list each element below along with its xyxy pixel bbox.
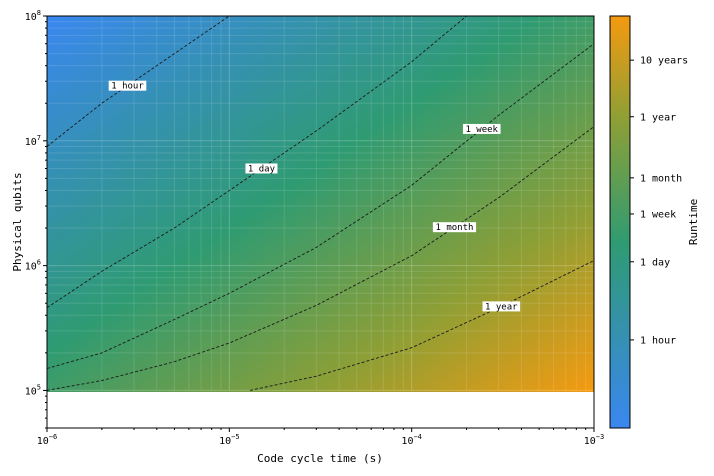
- contour-label-bg: [462, 123, 501, 134]
- contour-line: [250, 260, 594, 391]
- colorbar-tick-label: 10 years: [640, 56, 688, 67]
- contour-line: [47, 16, 230, 147]
- contour-line: [47, 16, 467, 309]
- contour-label-bg: [432, 222, 477, 233]
- y-tick-label: 107: [25, 134, 41, 148]
- x-tick-label: 10−4: [401, 433, 421, 447]
- contour-lines: [47, 16, 594, 391]
- contour-label: 1 month: [432, 222, 477, 233]
- y-tick-label: 108: [25, 9, 41, 23]
- x-tick-label: 10−3: [584, 433, 604, 447]
- x-axis-ticks: 10−6 10−5 10−4 10−3: [37, 428, 604, 447]
- colorbar-label: Runtime: [687, 199, 700, 245]
- contour-label: 1 day: [245, 163, 278, 174]
- contour-label-text: 1 year: [485, 302, 518, 312]
- y-tick-label: 106: [25, 259, 41, 273]
- contour-label-text: 1 day: [248, 164, 276, 174]
- grid-lines: [47, 16, 594, 391]
- heatmap-field: [47, 16, 594, 392]
- y-tick-label: 105: [25, 383, 41, 397]
- x-tick-label: 10−6: [37, 433, 57, 447]
- contour-label-bg: [108, 80, 147, 91]
- x-tick-label: 10−5: [219, 433, 239, 447]
- colorbar-ticks: 10 years 1 year 1 month 1 week 1 day 1 hour: [630, 56, 688, 346]
- colorbar-tick-label: 1 day: [640, 257, 670, 268]
- x-axis-label: Code cycle time (s): [257, 452, 383, 465]
- contour-line: [47, 126, 594, 391]
- contour-label-text: 1 hour: [111, 82, 144, 92]
- contour-label: 1 week: [462, 123, 501, 135]
- contour-label-text: 1 week: [465, 125, 498, 135]
- colorbar-tick-label: 1 week: [640, 209, 676, 220]
- colorbar: [609, 15, 631, 429]
- y-axis-label: Physical qubits: [11, 172, 24, 271]
- plot-frame: [46, 15, 595, 429]
- contour-label-bg: [245, 163, 278, 174]
- y-axis-ticks: 105 106 107 108: [25, 9, 47, 429]
- colorbar-tick-label: 1 year: [640, 112, 676, 123]
- colorbar-tick-label: 1 month: [640, 173, 682, 184]
- contour-label-text: 1 month: [436, 223, 474, 233]
- contour-labels: 1 hour 1 day 1 week 1 month 1 year: [108, 80, 521, 312]
- colorbar-tick-label: 1 hour: [640, 335, 676, 346]
- contour-label: 1 hour: [108, 80, 147, 92]
- contour-label: 1 year: [482, 301, 521, 312]
- contour-label-bg: [482, 301, 521, 312]
